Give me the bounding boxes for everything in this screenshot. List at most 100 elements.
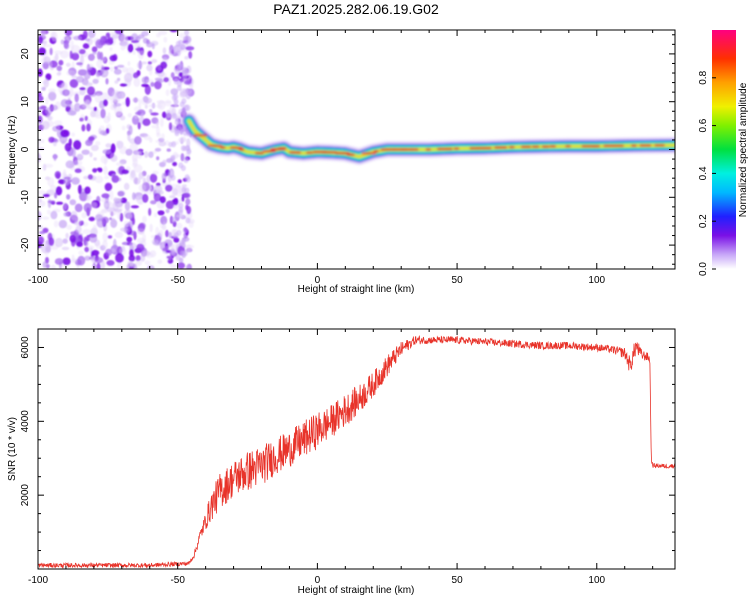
noise-speck <box>89 152 93 158</box>
noise-speck <box>62 89 70 97</box>
noise-speck <box>157 210 165 216</box>
noise-speck <box>144 260 151 266</box>
noise-speck <box>158 229 164 238</box>
noise-speck <box>69 79 79 88</box>
noise-speck <box>99 130 107 136</box>
spectrogram-x-label: Height of straight line (km) <box>298 284 415 295</box>
noise-speck <box>38 115 43 124</box>
noise-speck <box>107 235 113 239</box>
noise-speck <box>63 178 70 186</box>
noise-speck <box>92 224 98 235</box>
noise-speck <box>69 199 77 206</box>
noise-speck <box>150 82 155 87</box>
noise-speck <box>62 169 67 177</box>
noise-speck <box>56 72 62 76</box>
noise-speck <box>154 147 162 152</box>
noise-speck <box>77 184 82 195</box>
noise-speck <box>46 120 55 127</box>
noise-speck <box>137 122 141 130</box>
noise-speck <box>182 250 188 257</box>
noise-speck <box>177 179 182 184</box>
noise-speck <box>121 169 129 175</box>
noise-speck <box>104 202 111 207</box>
noise-speck <box>144 151 149 158</box>
noise-speck <box>102 149 112 155</box>
noise-speck <box>84 246 90 253</box>
noise-speck <box>71 52 80 61</box>
noise-speck <box>177 262 185 269</box>
noise-speck <box>179 33 185 39</box>
spectrogram-x-tick-label: 50 <box>452 275 464 286</box>
noise-speck <box>185 93 191 100</box>
noise-speck <box>153 192 162 202</box>
noise-speck <box>54 50 63 55</box>
snr-y-tick-label: 2000 <box>20 484 31 507</box>
noise-speck <box>54 237 64 248</box>
noise-speck <box>163 36 168 43</box>
noise-speck <box>90 144 99 152</box>
noise-speck <box>58 219 68 229</box>
noise-speck <box>165 229 169 238</box>
noise-speck <box>121 125 126 131</box>
noise-speck <box>120 34 128 45</box>
noise-speck <box>109 217 113 221</box>
noise-speck <box>176 81 182 87</box>
noise-speck <box>134 115 139 119</box>
noise-speck <box>159 196 166 204</box>
noise-speck <box>69 234 76 243</box>
noise-speck <box>188 220 194 228</box>
noise-speck <box>74 168 82 173</box>
noise-speck <box>66 224 73 230</box>
noise-speck <box>146 174 151 183</box>
noise-speck <box>66 70 75 76</box>
noise-speck <box>142 215 147 223</box>
noise-speck <box>170 174 176 181</box>
noise-speck <box>150 200 157 205</box>
noise-speck <box>70 210 78 221</box>
noise-speck <box>58 84 63 93</box>
noise-speck <box>172 161 178 167</box>
noise-speck <box>180 136 187 142</box>
snr-y-tick-label: 4000 <box>20 410 31 433</box>
noise-speck <box>144 97 153 104</box>
noise-speck <box>188 51 193 59</box>
noise-speck <box>180 165 186 172</box>
noise-speck <box>120 227 128 232</box>
noise-speck <box>70 40 75 51</box>
noise-speck <box>45 107 52 116</box>
noise-speck <box>132 158 139 166</box>
noise-speck <box>127 61 131 66</box>
noise-speck <box>141 61 148 65</box>
noise-speck <box>152 170 159 175</box>
noise-speck <box>169 30 178 33</box>
noise-speck <box>185 145 191 151</box>
noise-speck <box>47 177 55 187</box>
noise-speck <box>116 262 123 269</box>
noise-speck <box>113 208 123 213</box>
noise-speck <box>107 112 111 122</box>
noise-speck <box>89 233 98 243</box>
noise-speck <box>137 200 143 205</box>
spectrogram-x-tick-label: -100 <box>28 275 48 286</box>
noise-speck <box>92 51 97 55</box>
spectrogram-x-axis: -100 -50 0 50 100 <box>28 30 654 286</box>
noise-speck <box>129 242 137 249</box>
noise-speck <box>74 203 83 213</box>
noise-speck <box>151 43 155 50</box>
noise-speck <box>103 43 111 47</box>
noise-speck <box>175 254 181 261</box>
noise-speck <box>53 120 63 126</box>
noise-speck <box>87 86 95 96</box>
noise-speck <box>97 168 103 173</box>
noise-speck <box>71 147 76 158</box>
noise-speck <box>38 95 44 102</box>
noise-speck <box>50 104 58 111</box>
noise-speck <box>47 115 54 121</box>
noise-speck <box>48 237 55 247</box>
noise-speck <box>135 259 143 266</box>
spectrogram-x-tick-label: -50 <box>170 275 185 286</box>
noise-speck <box>183 80 192 85</box>
noise-speck <box>114 231 124 239</box>
colorbar-ticks: 0.0 0.2 0.4 0.6 0.8 <box>698 70 716 276</box>
